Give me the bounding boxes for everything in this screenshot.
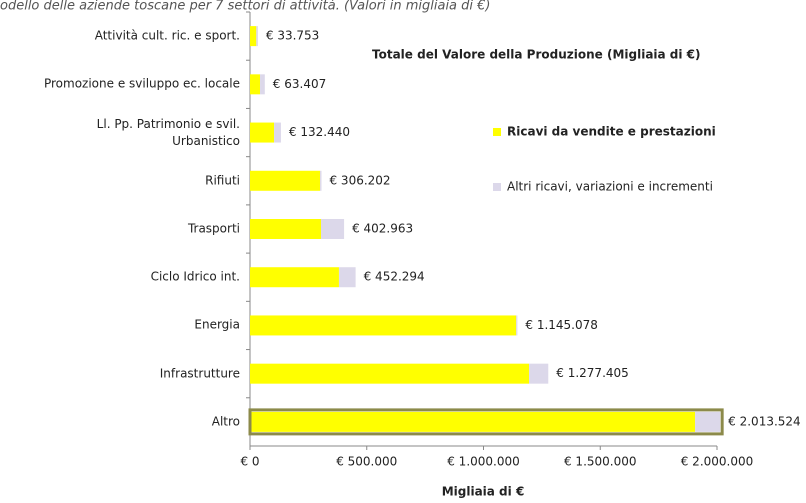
bar-segment	[529, 363, 549, 384]
y-tick-label: Promozione e sviluppo ec. locale	[43, 76, 240, 91]
y-tick-label: Ll. Pp. Patrimonio e svil. Urbanistico	[96, 116, 240, 148]
total-label: € 402.963	[352, 222, 413, 236]
y-tick-label: Infrastrutture	[159, 366, 240, 381]
subtitle: odello delle aziende toscane per 7 setto…	[0, 0, 491, 14]
bar-segment	[338, 267, 356, 288]
x-tick-label: € 1.500.000	[564, 455, 637, 469]
legend-swatch	[493, 183, 501, 191]
x-tick-label: € 500.000	[336, 455, 397, 469]
y-tick-label: Trasporti	[187, 221, 240, 236]
x-tick-label: € 2.000.000	[681, 455, 754, 469]
x-tick-label: € 1.000.000	[447, 455, 520, 469]
bar-segment	[250, 170, 321, 191]
bar-segment	[250, 74, 261, 95]
legend-label: Altri ricavi, variazioni e incrementi	[507, 180, 713, 194]
bar-segment	[260, 74, 265, 95]
chart-title: Totale del Valore della Produzione (Migl…	[372, 48, 701, 62]
bar-segment	[256, 26, 258, 47]
total-label: € 452.294	[364, 270, 425, 284]
legend-label: Ricavi da vendite e prestazioni	[507, 125, 716, 139]
total-label: € 33.753	[266, 29, 319, 43]
y-tick-label: Altro	[211, 414, 240, 429]
bar-segment	[320, 219, 345, 239]
bar-segment	[250, 267, 339, 288]
total-label: € 63.407	[273, 77, 326, 91]
total-label: € 132.440	[289, 125, 350, 139]
y-tick-label: Rifiuti	[205, 173, 240, 188]
bar-segment	[250, 315, 517, 336]
bar-segment	[250, 122, 275, 143]
bar-segment	[250, 219, 321, 239]
bar-segment	[695, 411, 721, 432]
bar-segment	[250, 363, 530, 384]
total-label: € 1.145.078	[525, 318, 598, 332]
bar-segment	[274, 122, 281, 143]
total-label: € 1.277.405	[556, 366, 629, 380]
y-tick-label: Attività cult. ric. e sport.	[94, 28, 240, 43]
bar-segment	[320, 170, 322, 191]
y-tick-label: Ciclo Idrico int.	[150, 269, 240, 284]
total-label: € 306.202	[329, 173, 390, 187]
legend-swatch	[493, 128, 501, 136]
bar-segment	[516, 315, 518, 336]
x-axis-title: Migliaia di €	[442, 485, 525, 499]
y-tick-label: Energia	[194, 317, 240, 332]
bar-segment	[250, 26, 257, 47]
x-tick-label: € 0	[240, 455, 259, 469]
bar-segment	[250, 411, 696, 432]
total-label: € 2.013.524	[728, 414, 801, 428]
highlight-box	[248, 408, 724, 436]
